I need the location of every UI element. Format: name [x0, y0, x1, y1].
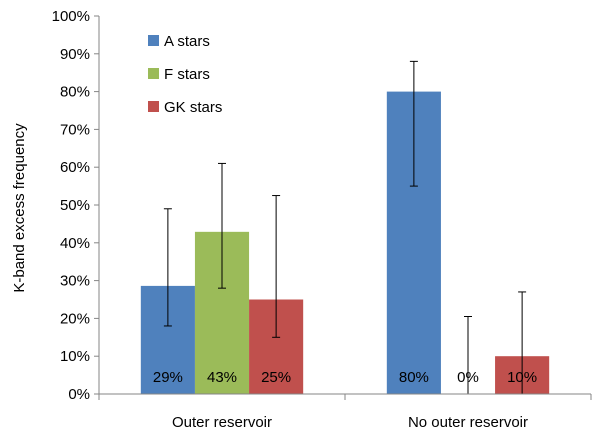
data-label: 29% — [153, 369, 183, 386]
legend-label: GK stars — [164, 99, 222, 116]
y-tick-label: 0% — [68, 386, 90, 403]
x-tick-labels: Outer reservoir No outer reservoir — [172, 414, 528, 431]
y-tick-label: 70% — [60, 121, 90, 138]
axes — [94, 15, 592, 400]
x-tick-label: Outer reservoir — [172, 414, 272, 431]
error-bars — [163, 60, 527, 394]
data-label: 25% — [261, 369, 291, 386]
legend: A stars F stars GK stars — [148, 33, 222, 116]
bars — [140, 91, 550, 394]
legend-swatch — [148, 101, 159, 112]
y-tick-label: 10% — [60, 348, 90, 365]
y-tick-label: 90% — [60, 46, 90, 63]
data-labels: 29% 43% 25% 80% 0% 10% — [153, 369, 537, 386]
data-label: 43% — [207, 369, 237, 386]
y-tick-label: 40% — [60, 235, 90, 252]
legend-swatch — [148, 35, 159, 46]
y-tick-label: 50% — [60, 197, 90, 214]
legend-swatch — [148, 68, 159, 79]
legend-label: A stars — [164, 33, 210, 50]
data-label: 80% — [399, 369, 429, 386]
y-tick-label: 20% — [60, 310, 90, 327]
x-tick-label: No outer reservoir — [408, 414, 528, 431]
y-axis-label: K-band excess frequency — [11, 123, 28, 293]
y-tick-label: 30% — [60, 273, 90, 290]
y-tick-label: 80% — [60, 84, 90, 101]
data-label: 0% — [457, 369, 479, 386]
data-label: 10% — [507, 369, 537, 386]
y-tick-label: 100% — [52, 8, 90, 25]
y-tick-label: 60% — [60, 159, 90, 176]
legend-label: F stars — [164, 66, 210, 83]
y-tick-labels: 0% 10% 20% 30% 40% 50% 60% 70% 80% 90% 100% — [52, 8, 90, 403]
